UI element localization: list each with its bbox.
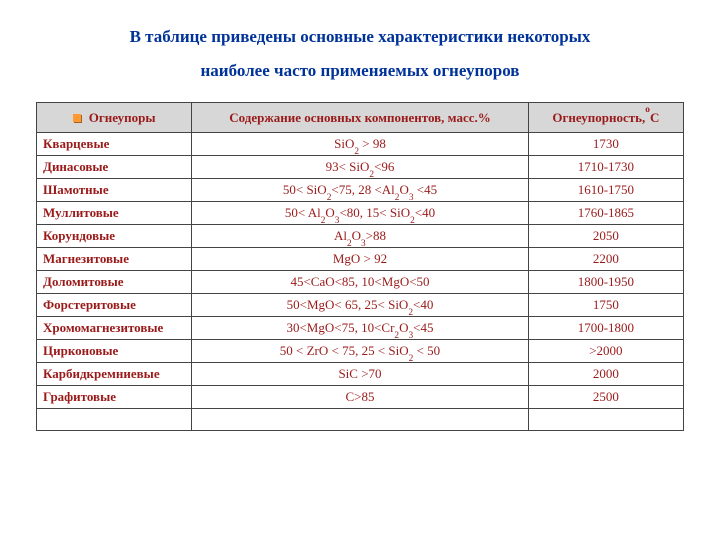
cell-temperature: 1700-1800 bbox=[528, 317, 683, 340]
cell-name: Доломитовые bbox=[37, 271, 192, 294]
degree-superscript: о bbox=[645, 105, 650, 115]
cell-name: Магнезитовые bbox=[37, 248, 192, 271]
col-header-composition: Содержание основных компонентов, масс.% bbox=[192, 103, 528, 133]
cell-composition: 50 < ZrO < 75, 25 < SiO2 < 50 bbox=[192, 340, 528, 363]
cell-composition: 30<MgO<75, 10<Cr2O3<45 bbox=[192, 317, 528, 340]
cell-temperature bbox=[528, 409, 683, 431]
page: В таблице приведены основные характерист… bbox=[0, 0, 720, 540]
cell-composition: 50<MgO< 65, 25< SiO2<40 bbox=[192, 294, 528, 317]
table-row: Динасовые93< SiO2<961710-1730 bbox=[37, 156, 684, 179]
col-header-name-text: Огнеупоры bbox=[89, 110, 156, 125]
cell-temperature: 1710-1730 bbox=[528, 156, 683, 179]
cell-name: Муллитовые bbox=[37, 202, 192, 225]
table-row: Форстеритовые50<MgO< 65, 25< SiO2<401750 bbox=[37, 294, 684, 317]
table-header-row: Огнеупоры Содержание основных компоненто… bbox=[37, 103, 684, 133]
cell-temperature: 2000 bbox=[528, 363, 683, 386]
cell-temperature: 1750 bbox=[528, 294, 683, 317]
cell-name: Динасовые bbox=[37, 156, 192, 179]
cell-name: Графитовые bbox=[37, 386, 192, 409]
cell-composition: SiO2 > 98 bbox=[192, 133, 528, 156]
cell-name: Хромомагнезитовые bbox=[37, 317, 192, 340]
table-row: КорундовыеAl2O3>882050 bbox=[37, 225, 684, 248]
cell-composition: SiC >70 bbox=[192, 363, 528, 386]
table-row: Муллитовые50< Al2O3<80, 15< SiO2<401760-… bbox=[37, 202, 684, 225]
refractories-table: Огнеупоры Содержание основных компоненто… bbox=[36, 102, 684, 431]
col-header-temperature: Огнеупорность,оС bbox=[528, 103, 683, 133]
cell-temperature: 1730 bbox=[528, 133, 683, 156]
title-line-2: наиболее часто применяемых огнеупоров bbox=[201, 61, 520, 80]
cell-temperature: 1610-1750 bbox=[528, 179, 683, 202]
cell-composition bbox=[192, 409, 528, 431]
bullet-icon bbox=[73, 114, 81, 122]
col-header-name: Огнеупоры bbox=[37, 103, 192, 133]
cell-temperature: 1760-1865 bbox=[528, 202, 683, 225]
cell-composition: Al2O3>88 bbox=[192, 225, 528, 248]
cell-name: Корундовые bbox=[37, 225, 192, 248]
table-row: МагнезитовыеMgO > 922200 bbox=[37, 248, 684, 271]
table-row: Шамотные50< SiO2<75, 28 <Al2O3 <451610-1… bbox=[37, 179, 684, 202]
cell-name: Карбидкремниевые bbox=[37, 363, 192, 386]
cell-name: Форстеритовые bbox=[37, 294, 192, 317]
cell-composition: C>85 bbox=[192, 386, 528, 409]
cell-name bbox=[37, 409, 192, 431]
cell-composition: 50< SiO2<75, 28 <Al2O3 <45 bbox=[192, 179, 528, 202]
title-line-1: В таблице приведены основные характерист… bbox=[130, 27, 591, 46]
cell-composition: MgO > 92 bbox=[192, 248, 528, 271]
cell-temperature: 1800-1950 bbox=[528, 271, 683, 294]
cell-temperature: >2000 bbox=[528, 340, 683, 363]
cell-temperature: 2500 bbox=[528, 386, 683, 409]
col-header-temperature-prefix: Огнеупорность, bbox=[552, 110, 645, 125]
cell-name: Шамотные bbox=[37, 179, 192, 202]
cell-composition: 93< SiO2<96 bbox=[192, 156, 528, 179]
table-row: Доломитовые45<CaO<85, 10<MgO<501800-1950 bbox=[37, 271, 684, 294]
col-header-temperature-unit: С bbox=[650, 110, 659, 125]
cell-name: Цирконовые bbox=[37, 340, 192, 363]
table-row: Хромомагнезитовые30<MgO<75, 10<Cr2O3<451… bbox=[37, 317, 684, 340]
table-row: ГрафитовыеC>852500 bbox=[37, 386, 684, 409]
table-body: КварцевыеSiO2 > 981730Динасовые93< SiO2<… bbox=[37, 133, 684, 431]
table-row: КварцевыеSiO2 > 981730 bbox=[37, 133, 684, 156]
table-row bbox=[37, 409, 684, 431]
cell-name: Кварцевые bbox=[37, 133, 192, 156]
cell-temperature: 2200 bbox=[528, 248, 683, 271]
table-row: Цирконовые50 < ZrO < 75, 25 < SiO2 < 50>… bbox=[37, 340, 684, 363]
cell-composition: 50< Al2O3<80, 15< SiO2<40 bbox=[192, 202, 528, 225]
table-row: КарбидкремниевыеSiC >702000 bbox=[37, 363, 684, 386]
page-title: В таблице приведены основные характерист… bbox=[36, 20, 684, 88]
cell-composition: 45<CaO<85, 10<MgO<50 bbox=[192, 271, 528, 294]
cell-temperature: 2050 bbox=[528, 225, 683, 248]
